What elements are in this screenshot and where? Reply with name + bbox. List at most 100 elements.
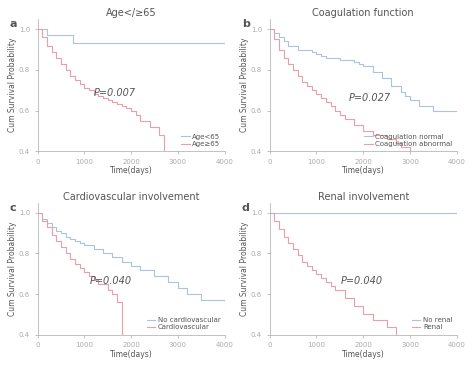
Age≥65 [109,100,115,105]
Line: Cardiovascular: Cardiovascular [37,213,225,361]
Age≥65 [114,102,120,107]
Cardiovascular [39,219,45,223]
Cardiovascular [35,211,40,215]
No cardiovascular [91,247,97,251]
Age≥65 [128,108,134,113]
X-axis label: Time(days): Time(days) [109,350,153,359]
Renal [272,219,277,223]
Renal [430,359,436,363]
Renal [393,359,399,363]
Age≥65 [49,50,55,54]
Coagulation abnormal [332,108,338,113]
Line: Age≥65: Age≥65 [37,29,225,178]
Coagulation normal [346,58,352,62]
Cardiovascular [91,277,97,282]
Cardiovascular [152,359,157,363]
Coagulation abnormal [281,55,287,60]
Coagulation normal [379,76,385,80]
Coagulation abnormal [398,145,403,149]
Renal [314,272,319,276]
Coagulation abnormal [304,84,310,88]
Renal [370,318,375,323]
No cardiovascular [137,268,143,272]
No cardiovascular [165,280,171,284]
Coagulation normal [276,35,282,40]
Coagulation abnormal [276,47,282,52]
Coagulation abnormal [290,68,296,72]
No renal [267,211,273,215]
Age≥65 [161,175,167,180]
Coagulation abnormal [430,153,436,157]
Y-axis label: Cum Survival Probability: Cum Survival Probability [9,38,18,132]
Coagulation abnormal [351,123,357,127]
No cardiovascular [72,239,78,243]
No cardiovascular [152,273,157,278]
Coagulation normal [356,62,361,66]
No renal [286,211,292,215]
No cardiovascular [199,298,204,302]
Title: Renal involvement: Renal involvement [318,192,409,202]
Coagulation normal [337,58,343,62]
Cardiovascular [67,257,73,262]
Renal [332,288,338,292]
Age≥65 [44,43,50,48]
Coagulation abnormal [370,133,375,137]
Coagulation normal [407,98,413,102]
Coagulation normal [314,51,319,56]
Coagulation abnormal [300,80,305,84]
Text: c: c [9,203,16,212]
Cardiovascular [119,300,125,304]
Renal [360,312,366,316]
No cardiovascular [175,286,181,290]
Renal [402,359,408,363]
Cardiovascular [137,359,143,363]
Age≥65 [105,98,110,102]
No cardiovascular [49,225,55,229]
Renal [295,253,301,258]
Coagulation abnormal [384,137,390,141]
Line: Coagulation normal: Coagulation normal [270,29,457,110]
Age≥65 [86,88,92,92]
Age<65 [222,41,228,46]
Y-axis label: Cum Survival Probability: Cum Survival Probability [240,221,249,316]
Age≥65 [124,106,129,111]
Renal [276,227,282,231]
Legend: Coagulation normal, Coagulation abnormal: Coagulation normal, Coagulation abnormal [364,133,453,148]
Renal [319,276,324,280]
Age≥65 [175,175,181,180]
No cardiovascular [67,237,73,241]
Coagulation normal [454,108,460,113]
Cardiovascular [72,261,78,266]
Coagulation normal [309,50,315,54]
Age≥65 [156,133,162,137]
Cardiovascular [63,251,69,255]
Cardiovascular [77,265,82,270]
No cardiovascular [39,217,45,221]
Cardiovascular [222,359,228,363]
No cardiovascular [44,221,50,225]
Text: P=0.027: P=0.027 [348,93,391,103]
X-axis label: Time(days): Time(days) [342,166,384,175]
Coagulation abnormal [454,153,460,157]
Coagulation abnormal [295,74,301,78]
Age≥65 [147,124,153,129]
Coagulation normal [286,43,292,48]
Coagulation normal [351,59,357,64]
No renal [454,211,460,215]
Age≥65 [39,35,45,40]
X-axis label: Time(days): Time(days) [342,350,384,359]
Renal [393,324,399,329]
Age<65 [70,33,75,37]
Age≥65 [82,86,87,90]
Renal [417,359,422,363]
No cardiovascular [58,231,64,235]
Cardiovascular [82,269,87,274]
X-axis label: Time(days): Time(days) [109,166,153,175]
Coagulation normal [417,104,422,109]
Age≥65 [35,27,40,32]
Age≥65 [133,112,138,117]
Renal [281,235,287,239]
Text: P=0.007: P=0.007 [94,88,136,98]
Cardiovascular [86,273,92,278]
Age≥65 [77,82,82,86]
